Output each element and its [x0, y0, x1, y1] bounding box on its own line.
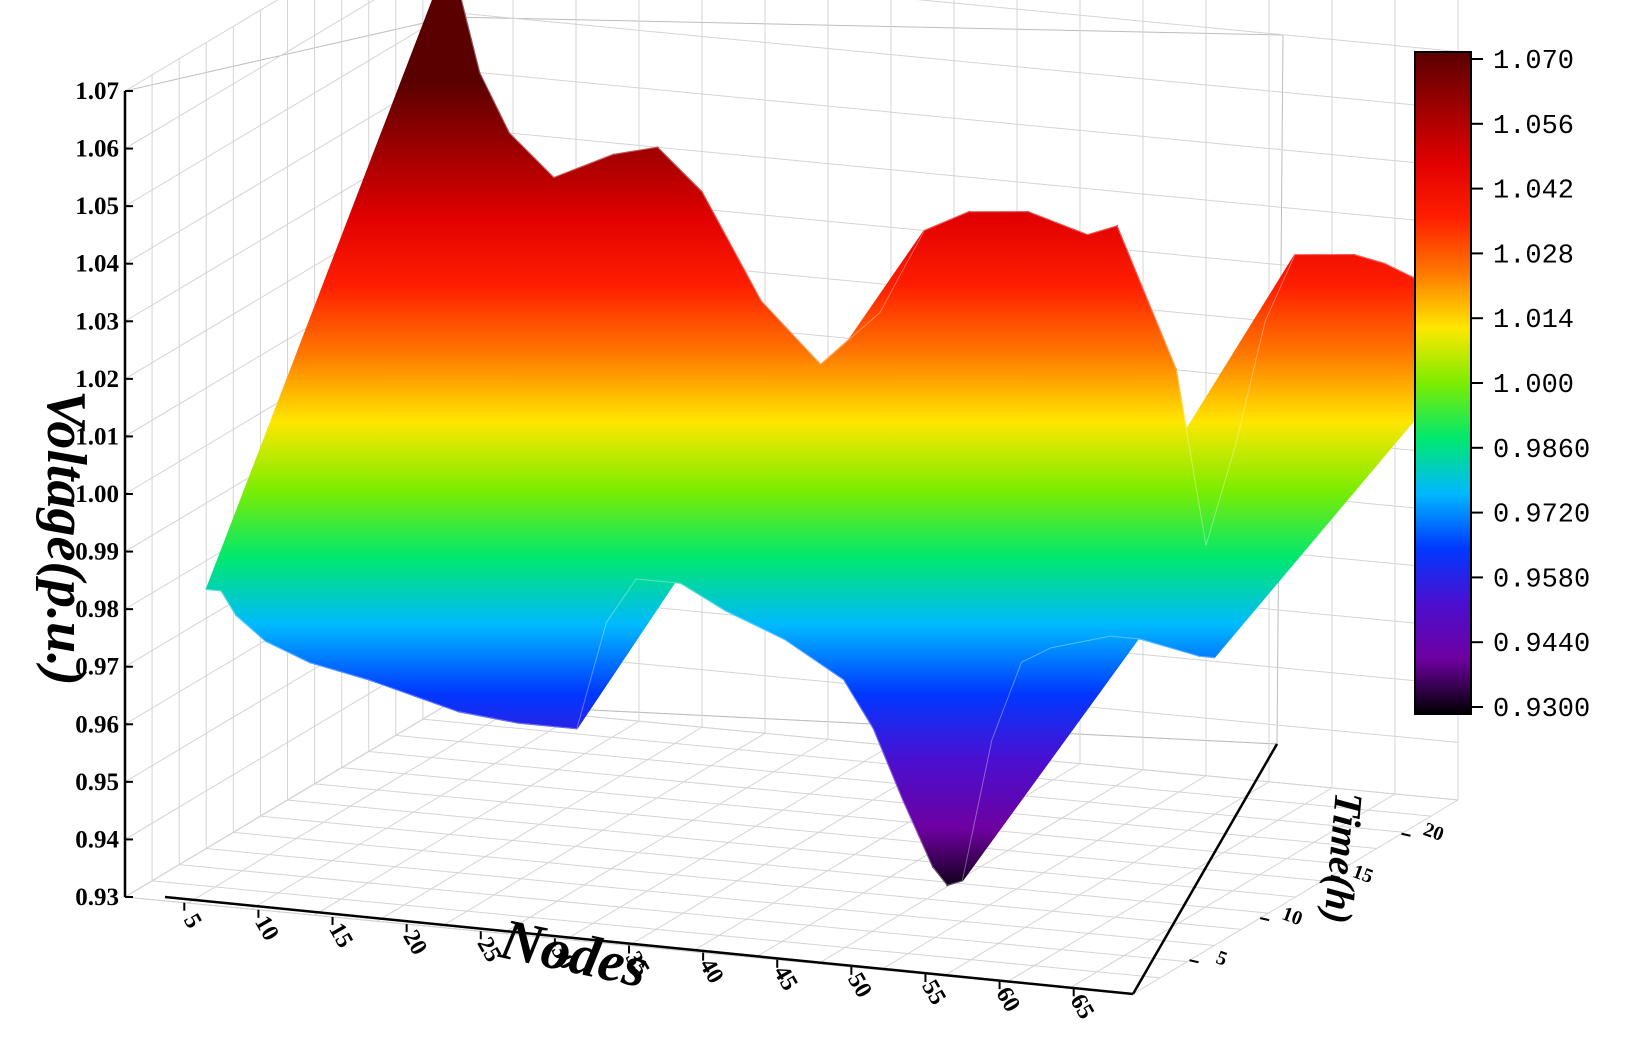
colorbar-tick-label: 0.9440 — [1493, 630, 1590, 660]
y-axis-line — [1131, 743, 1279, 995]
z-tick-label: 1.00 — [75, 481, 119, 508]
colorbar-tick-label: 0.9300 — [1493, 695, 1590, 725]
colorbar-tick-label: 0.9860 — [1493, 436, 1590, 466]
x-tick-label: 40 — [694, 954, 729, 988]
z-tick-label: 1.03 — [75, 308, 119, 335]
y-tick-label: 5 — [1213, 947, 1230, 971]
y-tick-mark — [1330, 874, 1341, 879]
z-tick-label: 1.01 — [75, 423, 119, 450]
floor-gridline — [341, 767, 1350, 866]
floor-gridline — [152, 880, 1161, 979]
wall-gridline — [124, 0, 1459, 150]
surface-front-edge — [206, 578, 1215, 886]
y-axis-label: Time(h) — [1315, 791, 1371, 926]
wall-gridline — [124, 0, 279, 92]
z-tick-label: 0.98 — [75, 596, 119, 623]
y-tick-label: 10 — [1279, 903, 1305, 931]
x-tick-label: 55 — [916, 976, 951, 1010]
x-tick-label: 65 — [1065, 990, 1100, 1024]
colorbar-tick-label: 0.9720 — [1493, 501, 1590, 531]
z-tick-label: 0.94 — [75, 826, 119, 853]
colorbar-tick-label: 1.028 — [1493, 241, 1574, 271]
x-tick-label: 5 — [178, 910, 207, 933]
z-tick-label: 0.93 — [75, 884, 119, 911]
floor-gridline — [260, 815, 1269, 914]
colorbar-tick-label: 1.070 — [1493, 47, 1574, 77]
colorbar-tick-label: 1.000 — [1493, 371, 1574, 401]
floor-gridline — [179, 864, 1188, 963]
colorbar-tick-label: 0.9580 — [1493, 565, 1590, 595]
colorbar-ticks: 1.070 1.056 1.042 1.028 1.014 1.000 0.9860 0.97… — [1471, 47, 1590, 725]
y-tick-mark — [1189, 959, 1199, 964]
x-tick-label: 60 — [990, 983, 1025, 1017]
x-axis-line — [164, 895, 1134, 996]
z-tick-label: 0.95 — [75, 769, 119, 796]
x-tick-label: 15 — [323, 919, 358, 953]
y-tick-label: 20 — [1420, 818, 1446, 846]
colorbar: 1.070 1.056 1.042 1.028 1.014 1.000 0.9860 0.97… — [1414, 47, 1590, 725]
z-tick-label: 1.02 — [75, 366, 119, 393]
colorbar-fill — [1415, 52, 1471, 714]
surface-strip — [205, 0, 466, 592]
floor-gridline — [287, 799, 1296, 898]
colorbar-tick-label: 1.014 — [1493, 306, 1574, 336]
colorbar-tick-label: 1.056 — [1493, 112, 1574, 142]
z-axis-ticks: 0.93 0.94 0.95 0.96 0.97 0.98 0.99 1.00 1.01 1.02… — [75, 78, 133, 911]
y-tick-mark — [1259, 917, 1270, 922]
x-tick-label: 20 — [397, 926, 432, 960]
floor-gridline — [368, 751, 1377, 849]
z-axis-label: Voltage(p.u.) — [35, 390, 97, 686]
z-tick-label: 0.99 — [75, 539, 119, 566]
z-tick-label: 0.97 — [75, 654, 119, 681]
x-tick-label: 45 — [768, 961, 803, 995]
colorbar-tick-label: 1.042 — [1493, 177, 1574, 207]
floor-gridline — [314, 783, 1323, 882]
z-tick-label: 1.04 — [75, 251, 119, 278]
z-tick-label: 1.06 — [75, 136, 119, 163]
x-tick-label: 50 — [842, 969, 877, 1003]
floor-gridline — [206, 848, 1215, 946]
voltage-surface — [205, 0, 1459, 887]
z-tick-label: 0.96 — [75, 711, 119, 738]
z-tick-label: 1.05 — [75, 193, 119, 220]
surface-back-edge — [460, 0, 1459, 546]
z-tick-label: 1.07 — [75, 78, 119, 105]
floor-gridline — [233, 831, 1242, 930]
x-tick-label: 10 — [249, 911, 284, 945]
y-tick-mark — [1401, 832, 1411, 837]
